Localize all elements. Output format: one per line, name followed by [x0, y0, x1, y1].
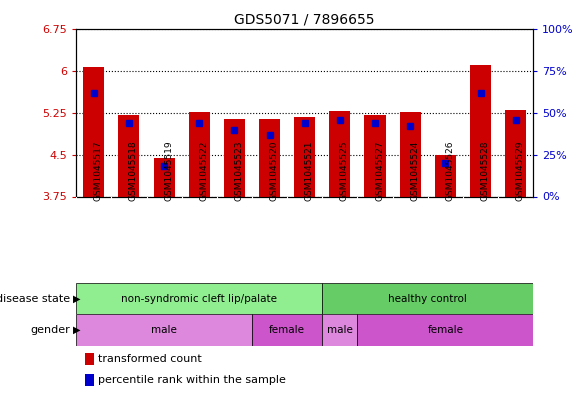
Text: gender: gender — [30, 325, 70, 335]
Text: GSM1045523: GSM1045523 — [234, 140, 243, 201]
Text: male: male — [327, 325, 353, 335]
Bar — [364, 115, 386, 196]
Text: GSM1045522: GSM1045522 — [199, 140, 208, 201]
Text: GSM1045518: GSM1045518 — [129, 140, 138, 201]
Text: female: female — [269, 325, 305, 335]
Text: GSM1045519: GSM1045519 — [164, 140, 173, 201]
Text: GSM1045528: GSM1045528 — [481, 140, 489, 201]
Bar — [294, 117, 315, 196]
Title: GDS5071 / 7896655: GDS5071 / 7896655 — [234, 13, 375, 27]
Bar — [357, 314, 533, 346]
Bar — [505, 110, 526, 196]
Text: GSM1045526: GSM1045526 — [445, 140, 454, 201]
Text: GSM1045524: GSM1045524 — [410, 140, 419, 201]
Text: transformed count: transformed count — [98, 354, 202, 364]
Bar — [470, 64, 491, 196]
Text: male: male — [151, 325, 177, 335]
Bar — [83, 67, 104, 196]
Text: GSM1045527: GSM1045527 — [375, 140, 384, 201]
Text: healthy control: healthy control — [389, 294, 467, 304]
Text: GSM1045529: GSM1045529 — [516, 140, 524, 201]
Bar — [400, 112, 421, 196]
Text: GSM1045520: GSM1045520 — [270, 140, 278, 201]
Bar — [76, 314, 252, 346]
Bar — [322, 283, 533, 314]
Text: GSM1045525: GSM1045525 — [340, 140, 349, 201]
Bar — [252, 314, 322, 346]
Bar — [86, 353, 94, 365]
Text: ▶: ▶ — [73, 325, 81, 335]
Text: GSM1045517: GSM1045517 — [94, 140, 103, 201]
Bar — [435, 155, 456, 196]
Bar — [259, 119, 280, 196]
Text: disease state: disease state — [0, 294, 70, 304]
Bar — [76, 283, 322, 314]
Bar — [118, 115, 139, 196]
Text: GSM1045521: GSM1045521 — [305, 140, 314, 201]
Text: female: female — [427, 325, 464, 335]
Bar — [329, 111, 350, 196]
Bar — [189, 112, 210, 196]
Text: non-syndromic cleft lip/palate: non-syndromic cleft lip/palate — [121, 294, 277, 304]
Bar — [154, 158, 175, 196]
Text: ▶: ▶ — [73, 294, 81, 304]
Bar — [322, 314, 357, 346]
Bar — [224, 119, 245, 196]
Text: percentile rank within the sample: percentile rank within the sample — [98, 375, 286, 385]
Bar — [86, 374, 94, 386]
